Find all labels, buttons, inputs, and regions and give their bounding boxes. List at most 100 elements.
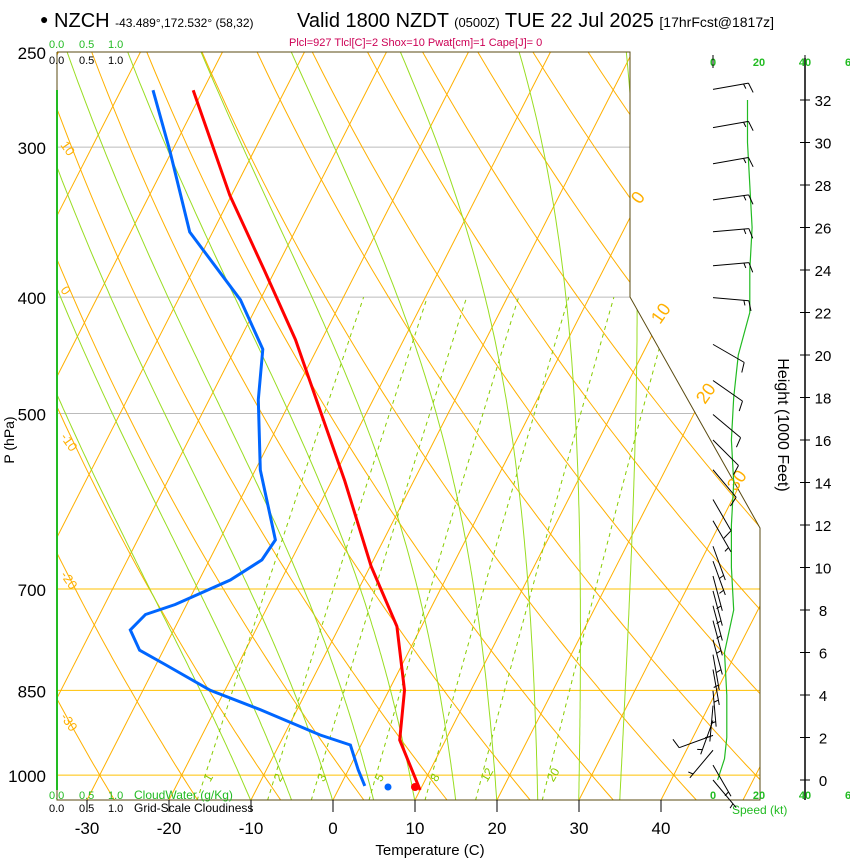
cloudiness-scale-top: 0.0 [49, 55, 64, 67]
wind-barb-flag [748, 157, 754, 168]
wind-barb [712, 157, 754, 168]
cloudwater-scale-top: 0.0 [49, 39, 64, 51]
wind-barb [712, 297, 752, 312]
temp-tick-label: -10 [239, 819, 264, 838]
dry-adiabat [57, 52, 365, 800]
speed-tick-label-bottom: 20 [753, 790, 765, 802]
wind-barb-staff [712, 380, 743, 402]
dry-adiabat [57, 52, 116, 800]
height-tick-label: 4 [819, 688, 827, 705]
wind-barb [712, 620, 723, 656]
height-tick-label: 18 [815, 391, 832, 408]
wind-barb-staff [712, 439, 739, 466]
isotherm [86, 52, 469, 800]
speed-tick-label-bottom: 40 [799, 790, 811, 802]
wind-barb [712, 669, 720, 706]
height-tick-label: 16 [815, 433, 832, 450]
wind-barb-staff [712, 620, 723, 656]
wind-barb [712, 590, 723, 626]
cloudwater-scale-bottom: 0.0 [49, 790, 64, 802]
wind-barb-flag [748, 194, 754, 205]
mixing-ratio-line [475, 297, 615, 800]
wind-barb [712, 120, 754, 131]
wind-barb-staff [712, 779, 737, 808]
wind-barb-half-flag [743, 300, 746, 306]
temp-tick-label: 20 [488, 819, 507, 838]
wind-barb [712, 343, 745, 373]
isotherm [742, 52, 760, 800]
wind-barb [712, 439, 739, 475]
wind-barb-half-flag [724, 547, 729, 552]
wind-barb [688, 749, 714, 779]
height-tick-label: 24 [815, 263, 832, 280]
wind-barb-staff [712, 228, 749, 233]
station-dot-icon: ● [40, 11, 49, 27]
valid-label: Valid 1800 NZDT [297, 10, 449, 32]
wind-barb [712, 575, 723, 611]
moist-adiabat [399, 52, 539, 800]
plot-border [56, 51, 761, 801]
wind-barb-flag [741, 362, 745, 373]
wind-barb [672, 734, 714, 749]
station-id: NZCH [54, 10, 110, 32]
wind-barb [712, 194, 754, 205]
pressure-tick-label: 400 [18, 289, 46, 308]
isotherm-label: 10 [647, 299, 675, 327]
temp-tick-label: 0 [328, 819, 337, 838]
speed-tick-label-top: 6 [845, 57, 850, 69]
wind-barb [712, 560, 726, 596]
wind-speed-line [717, 100, 753, 781]
dry-adiabat [367, 52, 760, 800]
dry-adiabat [146, 52, 615, 800]
wind-barb-half-flag [719, 574, 724, 579]
dry-adiabat [57, 52, 448, 800]
station-header: ● NZCH -43.489°,172.532° (58,32) [40, 10, 254, 33]
mixing-ratio-line [424, 297, 570, 800]
wind-barb-staff [712, 343, 745, 363]
height-tick-label: 22 [815, 306, 832, 323]
isotherm [57, 52, 305, 800]
wind-barb-flag [748, 228, 754, 239]
wind-barb-staff [712, 560, 726, 596]
height-tick-label: 26 [815, 221, 832, 238]
height-tick-label: 20 [815, 348, 832, 365]
wind-barb-staff [712, 575, 723, 611]
wind-barb-staff [712, 546, 726, 581]
isotherm [168, 52, 551, 800]
wind-barb-staff [712, 654, 720, 691]
dry-adiabat [311, 52, 760, 800]
isotherm [250, 52, 633, 800]
utc-label: (0500Z) [454, 15, 500, 30]
dry-adiabat [422, 52, 760, 800]
height-tick-label: 2 [819, 731, 827, 748]
height-tick-label: 32 [815, 93, 832, 110]
speed-tick-label-top: 20 [753, 57, 765, 69]
height-tick-label: 12 [815, 518, 832, 535]
date-label: TUE 22 Jul 2025 [504, 10, 654, 32]
surface-temperature-dot [411, 783, 419, 791]
wind-barb [712, 499, 732, 539]
wind-barb-half-flag [713, 699, 719, 703]
dry-adiabat [91, 52, 531, 800]
pressure-tick-label: 1000 [8, 767, 46, 786]
temp-axis-title: Temperature (C) [375, 842, 484, 859]
wind-barb-staff [712, 157, 749, 165]
moist-adiabat [518, 52, 581, 800]
isotherm [57, 52, 387, 800]
wind-barb [712, 546, 726, 581]
cloudiness-label: Grid-Scale Cloudiness [134, 801, 253, 815]
valid-time: Valid 1800 NZDT (0500Z) TUE 22 Jul 2025 … [297, 10, 774, 33]
wind-barb-staff [712, 639, 723, 675]
cloudwater-scale-bottom: 1.0 [108, 790, 123, 802]
wind-barb [712, 82, 754, 93]
isotherm [496, 52, 760, 800]
wind-barb-flag [748, 300, 752, 312]
temp-tick-label: 10 [406, 819, 425, 838]
wind-barb-half-flag [688, 771, 694, 775]
mixing-ratio-line [196, 297, 365, 800]
cloudiness-scale-top: 1.0 [108, 55, 123, 67]
station-coords: -43.489°,172.532° (58,32) [115, 16, 254, 30]
dry-adiabat [256, 52, 760, 800]
wind-barb-flag [738, 400, 743, 412]
